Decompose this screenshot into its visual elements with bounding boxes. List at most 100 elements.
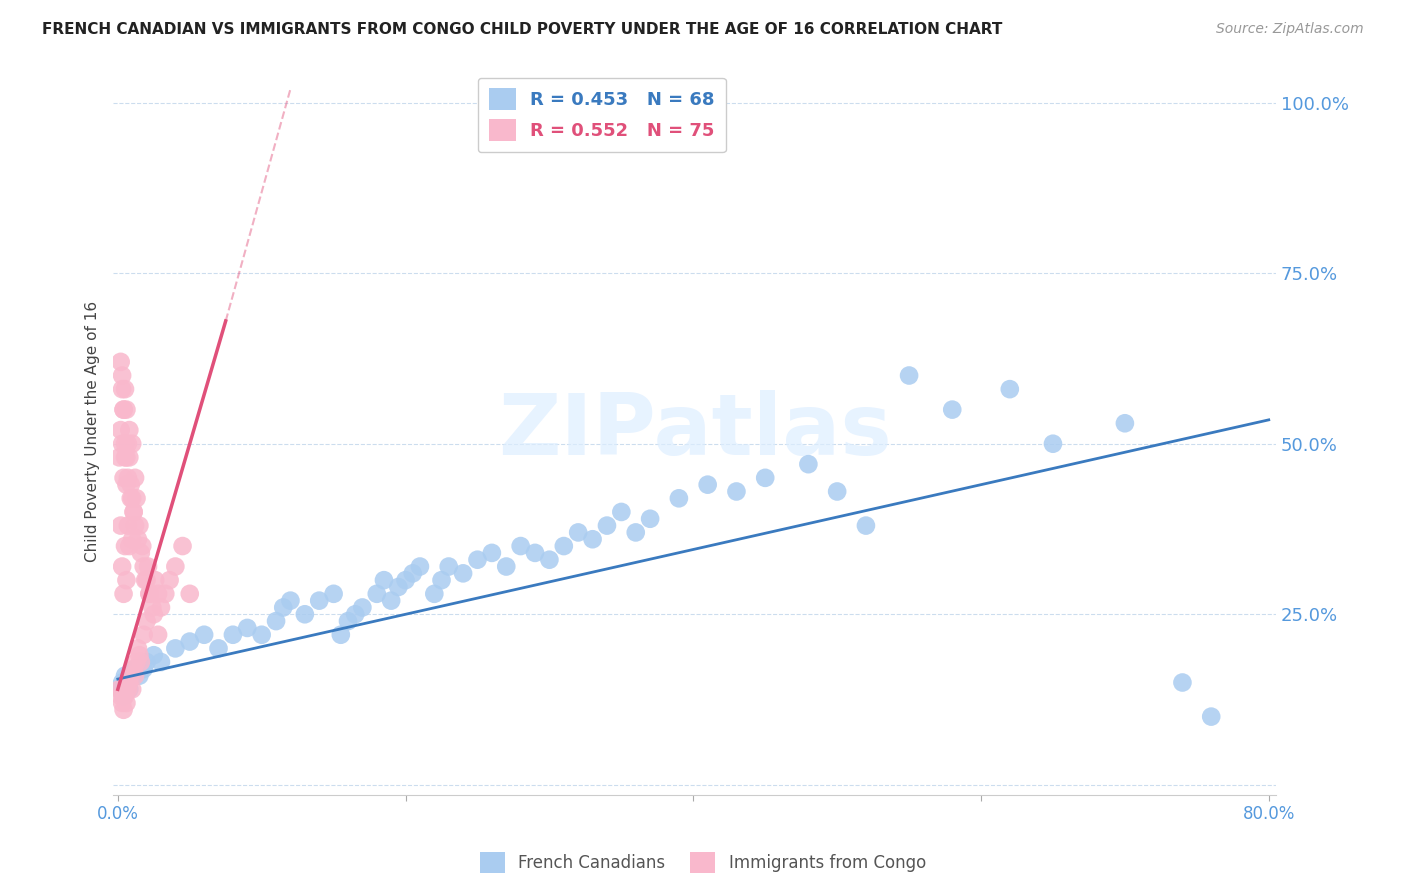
Point xyxy=(124,662,146,676)
Point xyxy=(127,641,149,656)
Point xyxy=(115,450,138,465)
Point xyxy=(430,573,453,587)
Point xyxy=(111,559,134,574)
Point xyxy=(115,696,138,710)
Point xyxy=(117,436,139,450)
Point xyxy=(610,505,633,519)
Point xyxy=(394,573,416,587)
Point xyxy=(124,518,146,533)
Point xyxy=(538,552,561,566)
Point xyxy=(250,628,273,642)
Point xyxy=(509,539,531,553)
Point xyxy=(114,668,136,682)
Point xyxy=(135,655,157,669)
Point xyxy=(120,477,142,491)
Point xyxy=(696,477,718,491)
Point xyxy=(898,368,921,383)
Point xyxy=(409,559,432,574)
Y-axis label: Child Poverty Under the Age of 16: Child Poverty Under the Age of 16 xyxy=(86,301,100,562)
Point xyxy=(329,628,352,642)
Point xyxy=(179,587,201,601)
Point xyxy=(596,518,619,533)
Point xyxy=(121,436,143,450)
Point xyxy=(111,696,134,710)
Point xyxy=(373,573,395,587)
Point xyxy=(142,648,165,663)
Point xyxy=(115,675,138,690)
Point xyxy=(280,593,302,607)
Point xyxy=(114,539,136,553)
Point xyxy=(143,573,166,587)
Point xyxy=(115,402,138,417)
Point xyxy=(114,689,136,703)
Point xyxy=(387,580,409,594)
Point xyxy=(114,436,136,450)
Point xyxy=(222,628,245,642)
Point xyxy=(998,382,1021,396)
Point xyxy=(129,546,152,560)
Point xyxy=(624,525,647,540)
Point xyxy=(308,593,330,607)
Point xyxy=(668,491,690,506)
Point xyxy=(118,423,141,437)
Point xyxy=(120,668,142,682)
Point xyxy=(159,573,181,587)
Point xyxy=(132,662,155,676)
Point xyxy=(134,573,156,587)
Point xyxy=(467,552,489,566)
Point xyxy=(337,614,360,628)
Point xyxy=(108,450,131,465)
Point xyxy=(423,587,446,601)
Point xyxy=(121,533,143,547)
Point xyxy=(146,628,169,642)
Point xyxy=(110,682,132,697)
Point xyxy=(110,518,132,533)
Point xyxy=(165,641,187,656)
Point xyxy=(207,641,229,656)
Point xyxy=(111,675,134,690)
Point xyxy=(128,648,150,663)
Point xyxy=(179,634,201,648)
Point xyxy=(146,587,169,601)
Point xyxy=(380,593,402,607)
Point xyxy=(127,533,149,547)
Legend: R = 0.453   N = 68, R = 0.552   N = 75: R = 0.453 N = 68, R = 0.552 N = 75 xyxy=(478,78,725,153)
Point xyxy=(402,566,425,581)
Point xyxy=(495,559,517,574)
Point xyxy=(111,382,134,396)
Point xyxy=(941,402,963,417)
Point xyxy=(567,525,589,540)
Point xyxy=(344,607,367,622)
Point xyxy=(115,573,138,587)
Point xyxy=(294,607,316,622)
Point xyxy=(124,668,146,682)
Point xyxy=(524,546,547,560)
Point xyxy=(638,512,661,526)
Point xyxy=(352,600,374,615)
Point xyxy=(112,402,135,417)
Point xyxy=(129,655,152,669)
Point xyxy=(1199,709,1222,723)
Point xyxy=(125,491,148,506)
Point xyxy=(481,546,503,560)
Point xyxy=(271,600,294,615)
Point xyxy=(193,628,215,642)
Point xyxy=(110,355,132,369)
Point xyxy=(141,600,163,615)
Point xyxy=(120,491,142,506)
Point xyxy=(118,675,141,690)
Point xyxy=(149,655,172,669)
Point xyxy=(138,587,160,601)
Point xyxy=(112,402,135,417)
Point xyxy=(451,566,474,581)
Point xyxy=(754,471,776,485)
Point xyxy=(366,587,388,601)
Point xyxy=(110,423,132,437)
Point xyxy=(128,668,150,682)
Point xyxy=(855,518,877,533)
Point xyxy=(115,477,138,491)
Point xyxy=(1171,675,1194,690)
Point xyxy=(111,368,134,383)
Point xyxy=(136,559,159,574)
Point xyxy=(1042,436,1064,450)
